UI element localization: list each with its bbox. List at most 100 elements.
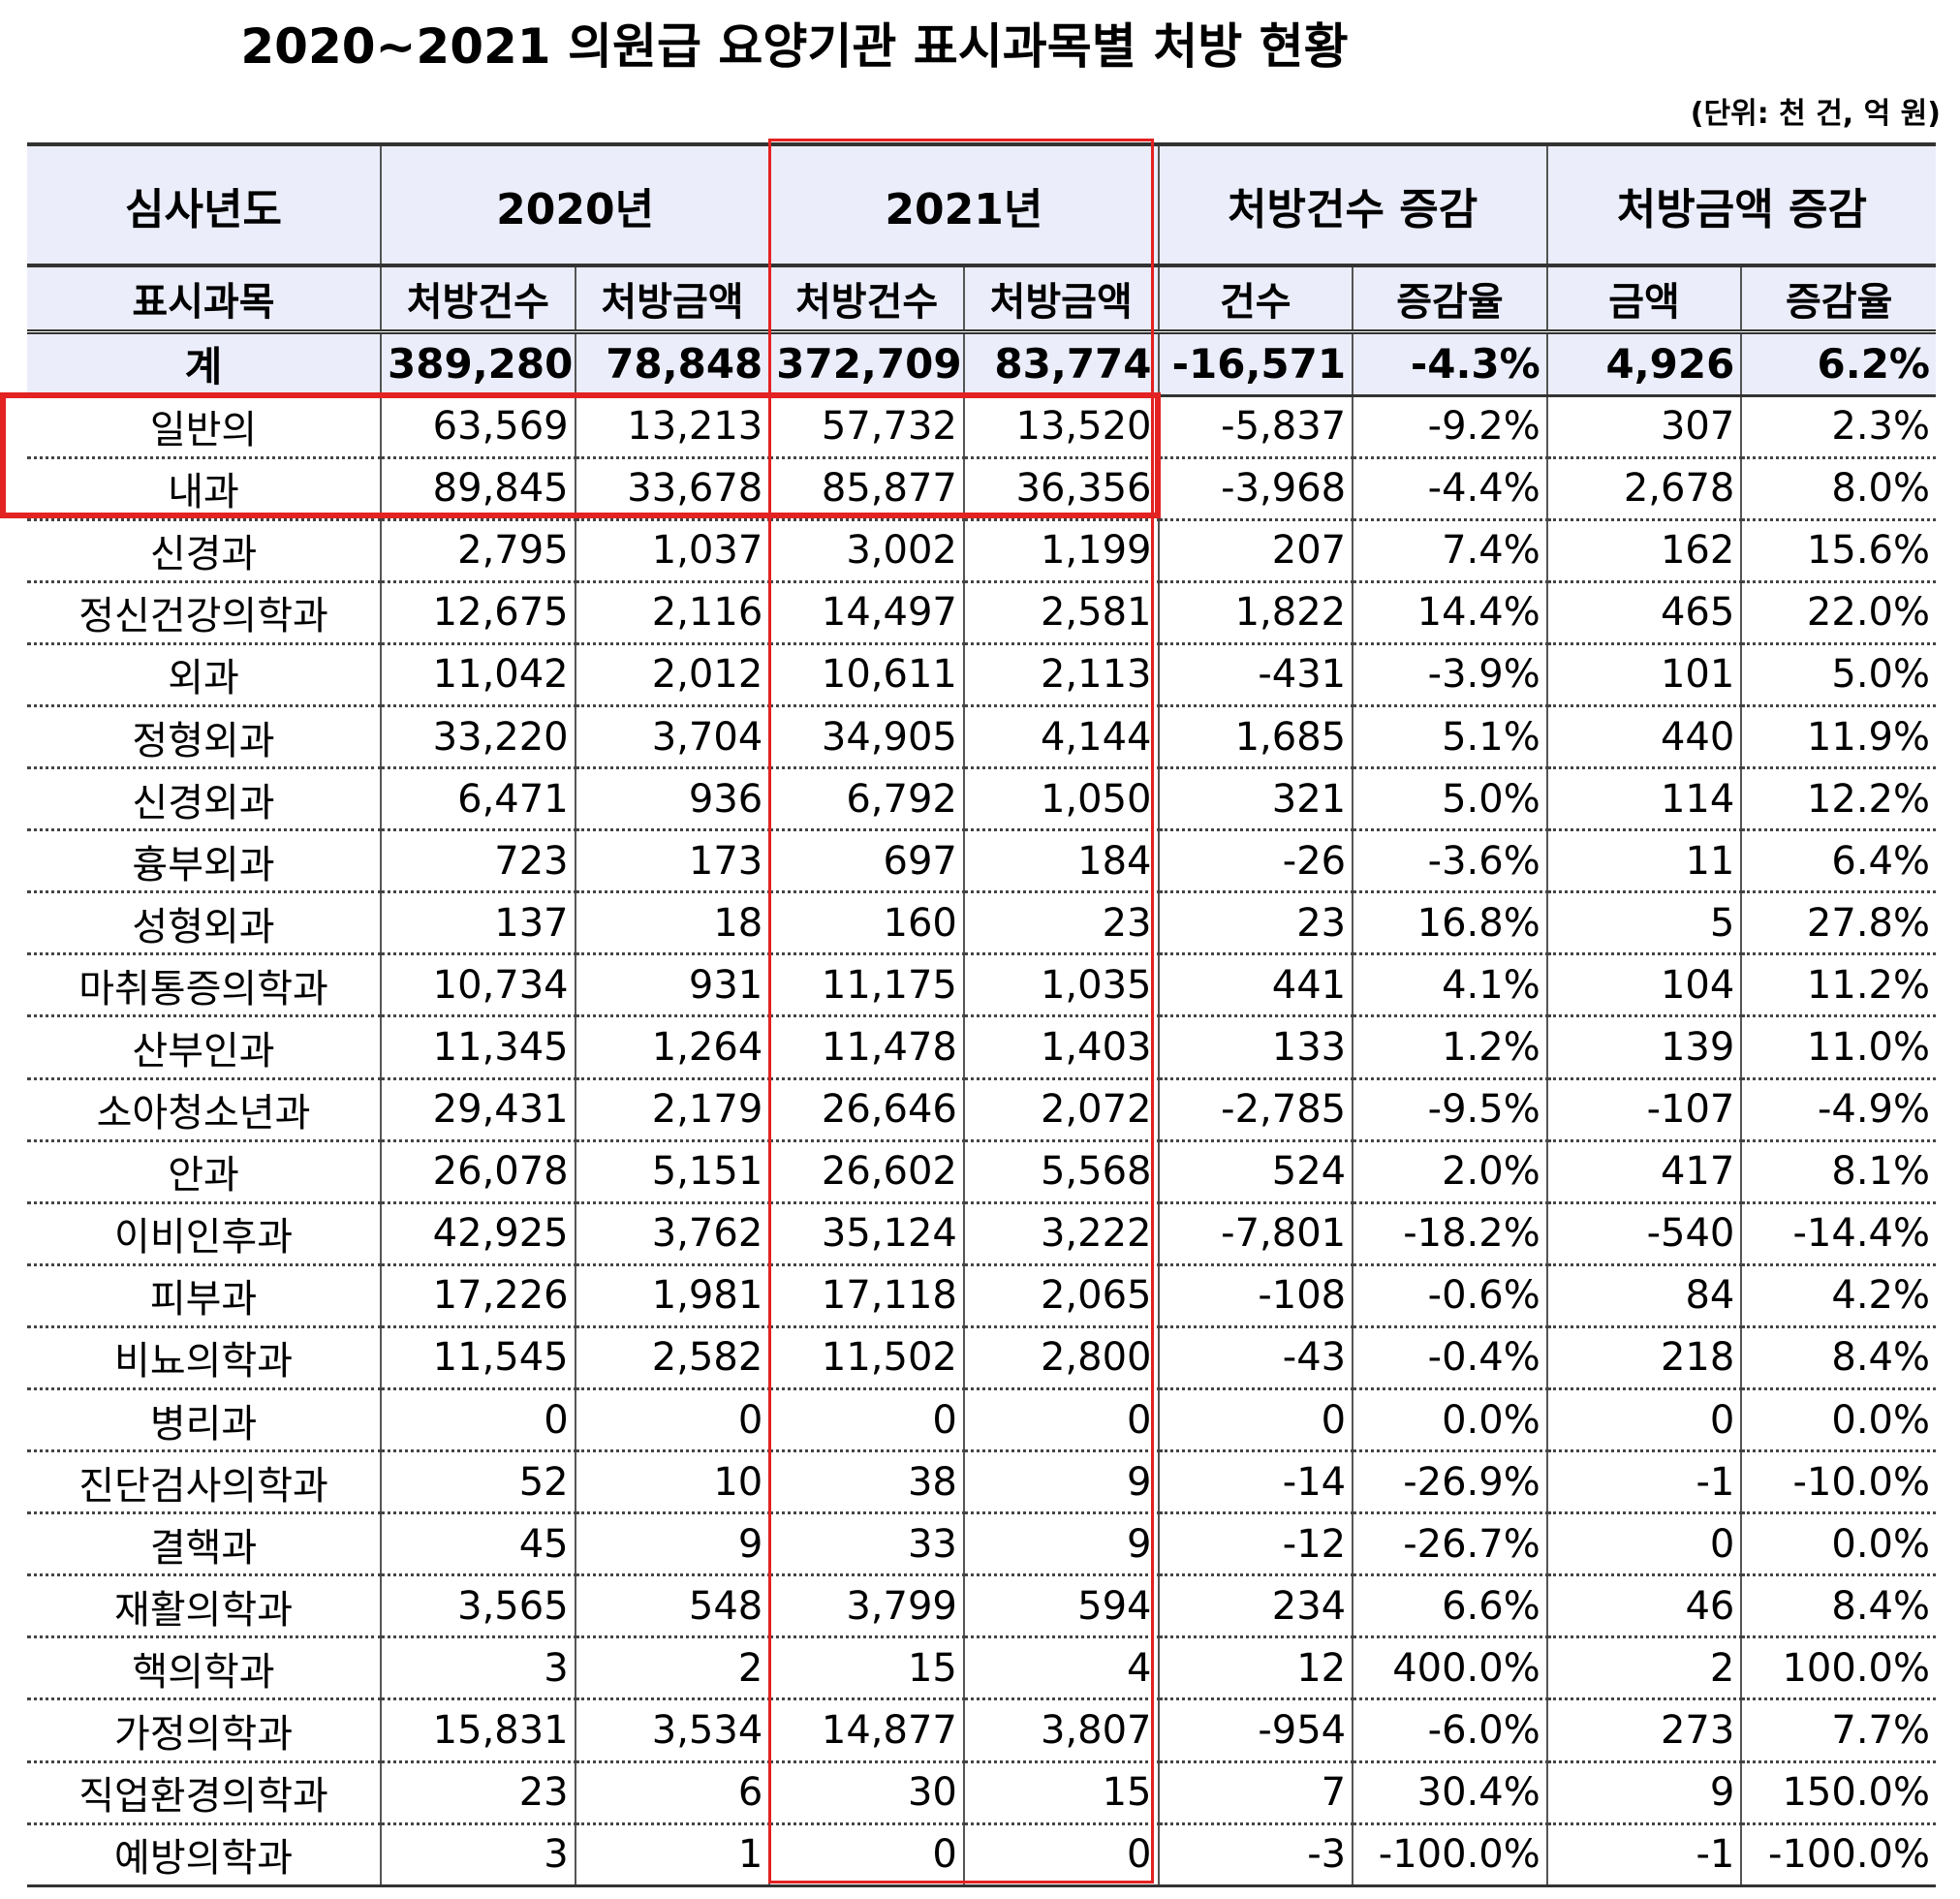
header-col: 증감율 <box>1353 264 1548 331</box>
data-cell: -3.9% <box>1353 643 1548 707</box>
data-cell: 1 <box>575 1823 771 1887</box>
data-cell: 3,799 <box>769 1574 965 1639</box>
data-cell: 3,704 <box>575 705 771 770</box>
department-name: 정신건강의학과 <box>27 581 383 645</box>
data-cell: 10,611 <box>769 643 965 707</box>
data-cell: 14,877 <box>769 1698 965 1763</box>
header-col: 처방금액 <box>963 264 1160 331</box>
data-cell: 697 <box>769 829 965 894</box>
data-cell: 35,124 <box>769 1202 965 1266</box>
header-row-year: 심사년도 2020년 2021년 처방건수 증감 처방금액 증감 <box>27 142 1936 265</box>
data-cell: -12 <box>1158 1512 1354 1577</box>
data-cell: 9 <box>963 1512 1160 1577</box>
data-cell: 5.1% <box>1353 705 1548 770</box>
data-cell: 417 <box>1546 1140 1743 1204</box>
department-name: 직업환경의학과 <box>27 1761 383 1825</box>
department-name: 비뇨의학과 <box>27 1326 383 1391</box>
data-cell: 18 <box>575 891 771 956</box>
data-cell: 1,264 <box>575 1015 771 1080</box>
department-name: 핵의학과 <box>27 1636 383 1701</box>
data-cell: -3,968 <box>1158 457 1354 521</box>
department-name: 일반의 <box>27 395 383 459</box>
department-name: 병리과 <box>27 1388 383 1453</box>
data-cell: 26,646 <box>769 1078 965 1142</box>
data-cell: 2 <box>575 1636 771 1701</box>
data-cell: 15.6% <box>1741 519 1936 583</box>
data-cell: 137 <box>381 891 576 956</box>
total-cell: 83,774 <box>963 328 1160 397</box>
data-cell: 17,226 <box>381 1264 576 1328</box>
data-cell: 10,734 <box>381 953 576 1018</box>
data-cell: 0 <box>575 1388 771 1453</box>
data-cell: 2,582 <box>575 1326 771 1391</box>
data-cell: -1 <box>1546 1450 1743 1515</box>
department-name: 흉부외과 <box>27 829 383 894</box>
data-cell: 0 <box>1546 1512 1743 1577</box>
header-department: 표시과목 <box>27 264 383 331</box>
table-row: 병리과 0 0 0 0 0 0.0% 0 0.0% <box>27 1388 1936 1453</box>
data-cell: -18.2% <box>1353 1202 1548 1266</box>
data-cell: -4.9% <box>1741 1078 1936 1142</box>
data-cell: 5,568 <box>963 1140 1160 1204</box>
table-row: 진단검사의학과 52 10 38 9 -14 -26.9% -1 -10.0% <box>27 1450 1936 1515</box>
data-cell: 14.4% <box>1353 581 1548 645</box>
data-cell: 30 <box>769 1761 965 1825</box>
table-row: 결핵과 45 9 33 9 -12 -26.7% 0 0.0% <box>27 1512 1936 1577</box>
table-row: 정형외과 33,220 3,704 34,905 4,144 1,685 5.1% 440 11… <box>27 705 1936 770</box>
data-cell: -4.4% <box>1353 457 1548 521</box>
table-row: 산부인과 11,345 1,264 11,478 1,403 133 1.2% 139 11.0… <box>27 1015 1936 1080</box>
data-cell: -10.0% <box>1741 1450 1936 1515</box>
table-row: 흉부외과 723 173 697 184 -26 -3.6% 11 6.4% <box>27 829 1936 894</box>
data-cell: 10 <box>575 1450 771 1515</box>
data-cell: 162 <box>1546 519 1743 583</box>
data-cell: 89,845 <box>381 457 576 521</box>
data-cell: 6,471 <box>381 767 576 832</box>
data-cell: 42,925 <box>381 1202 576 1266</box>
data-cell: 11.9% <box>1741 705 1936 770</box>
department-name: 산부인과 <box>27 1015 383 1080</box>
total-cell: 6.2% <box>1741 328 1936 397</box>
header-col: 처방금액 <box>575 264 771 331</box>
prescription-table: 심사년도 2020년 2021년 처방건수 증감 처방금액 증감 표시과목 처방… <box>27 142 1936 1887</box>
data-cell: 3 <box>381 1823 576 1887</box>
data-cell: -100.0% <box>1353 1823 1548 1887</box>
data-cell: 1,822 <box>1158 581 1354 645</box>
department-name: 내과 <box>27 457 383 521</box>
data-cell: -954 <box>1158 1698 1354 1763</box>
data-cell: 33,220 <box>381 705 576 770</box>
data-cell: 465 <box>1546 581 1743 645</box>
data-cell: 8.4% <box>1741 1326 1936 1391</box>
total-cell: -16,571 <box>1158 328 1354 397</box>
data-cell: 7.7% <box>1741 1698 1936 1763</box>
header-2021: 2021년 <box>769 142 1160 265</box>
data-cell: 26,078 <box>381 1140 576 1204</box>
data-cell: 100.0% <box>1741 1636 1936 1701</box>
data-cell: 440 <box>1546 705 1743 770</box>
data-cell: 5,151 <box>575 1140 771 1204</box>
total-label: 계 <box>27 328 383 397</box>
data-cell: 139 <box>1546 1015 1743 1080</box>
data-cell: -14.4% <box>1741 1202 1936 1266</box>
table-row: 직업환경의학과 23 6 30 15 7 30.4% 9 150.0% <box>27 1761 1936 1825</box>
data-cell: -3.6% <box>1353 829 1548 894</box>
data-cell: 3,565 <box>381 1574 576 1639</box>
header-col: 처방건수 <box>769 264 965 331</box>
data-cell: 218 <box>1546 1326 1743 1391</box>
data-cell: 133 <box>1158 1015 1354 1080</box>
department-name: 외과 <box>27 643 383 707</box>
table-row: 예방의학과 3 1 0 0 -3 -100.0% -1 -100.0% <box>27 1823 1936 1887</box>
data-cell: 3,534 <box>575 1698 771 1763</box>
data-cell: 2,678 <box>1546 457 1743 521</box>
data-cell: 0 <box>963 1823 1160 1887</box>
data-cell: -26.9% <box>1353 1450 1548 1515</box>
data-cell: 3,002 <box>769 519 965 583</box>
data-cell: 36,356 <box>963 457 1160 521</box>
data-cell: 184 <box>963 829 1160 894</box>
department-name: 진단검사의학과 <box>27 1450 383 1515</box>
data-cell: 0.0% <box>1741 1512 1936 1577</box>
department-name: 피부과 <box>27 1264 383 1328</box>
data-cell: 2,795 <box>381 519 576 583</box>
department-name: 예방의학과 <box>27 1823 383 1887</box>
data-cell: 234 <box>1158 1574 1354 1639</box>
department-name: 결핵과 <box>27 1512 383 1577</box>
